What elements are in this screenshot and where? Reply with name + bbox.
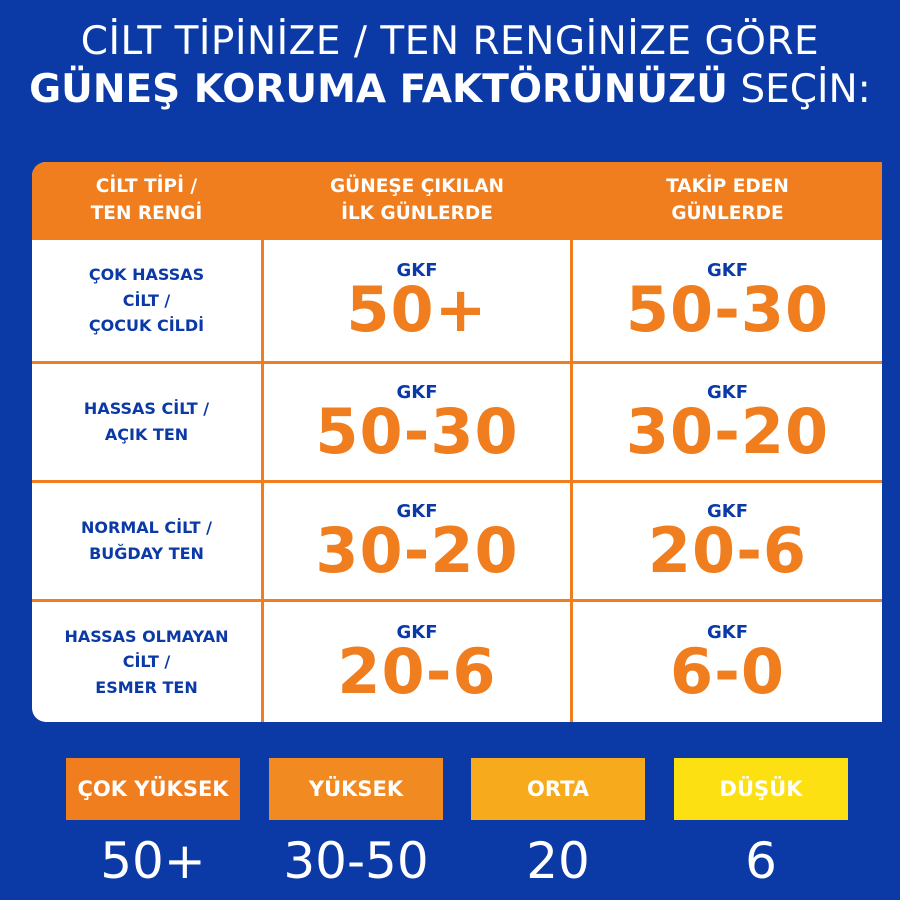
header-skin-type-line-2: TEN RENGİ bbox=[90, 203, 203, 224]
spf-value: 50+ bbox=[346, 273, 488, 346]
spf-value: 20-6 bbox=[337, 634, 497, 708]
row-label-line: ÇOCUK CİLDİ bbox=[88, 316, 205, 336]
legend-very-high: ÇOK YÜKSEK bbox=[66, 758, 240, 820]
gkf-label: GKF bbox=[396, 381, 438, 403]
header-skin-type: CİLT TİPİ / TEN RENGİ bbox=[32, 162, 261, 240]
legend-high-value: 30-50 bbox=[283, 832, 429, 890]
spf-following-days-cell: GKF 30-20 bbox=[573, 364, 882, 480]
spf-first-days-cell: GKF 50-30 bbox=[264, 364, 570, 480]
table-row-label: ÇOK HASSAS CİLT / ÇOCUK CİLDİ bbox=[32, 240, 261, 361]
legend-very-high-value: 50+ bbox=[100, 832, 206, 890]
row-label-line: CİLT / bbox=[122, 290, 171, 310]
column-divider bbox=[261, 162, 264, 722]
row-label-line: BUĞDAY TEN bbox=[89, 544, 204, 563]
row-label-line: NORMAL CİLT / bbox=[81, 518, 212, 538]
header-first-days: GÜNEŞE ÇIKILAN İLK GÜNLERDE bbox=[264, 162, 570, 240]
header-skin-type-line-1: CİLT TİPİ / bbox=[95, 176, 198, 198]
gkf-label: GKF bbox=[396, 500, 438, 522]
header-first-days-line-2: İLK GÜNLERDE bbox=[341, 203, 493, 224]
row-label-line: AÇIK TEN bbox=[104, 425, 189, 444]
header-following-days-line-2: GÜNLERDE bbox=[671, 203, 784, 224]
title-line-2: GÜNEŞ KORUMA FAKTÖRÜNÜZÜ SEÇİN: bbox=[0, 66, 900, 114]
page-title: CİLT TİPİNİZE / TEN RENGİNİZE GÖRE GÜNEŞ… bbox=[0, 18, 900, 113]
row-label-line: ESMER TEN bbox=[95, 677, 198, 697]
header-following-days: TAKİP EDEN GÜNLERDE bbox=[573, 162, 882, 240]
table-row-label: HASSAS CİLT / AÇIK TEN bbox=[32, 364, 261, 480]
row-divider bbox=[32, 361, 882, 364]
spf-table: CİLT TİPİ / TEN RENGİ GÜNEŞE ÇIKILAN İLK… bbox=[32, 162, 882, 722]
row-label-line: ÇOK HASSAS bbox=[88, 265, 205, 285]
gkf-label: GKF bbox=[396, 621, 438, 643]
column-divider bbox=[570, 162, 573, 722]
row-label-line: HASSAS OLMAYAN bbox=[64, 626, 229, 646]
gkf-label: GKF bbox=[706, 381, 749, 403]
gkf-label: GKF bbox=[706, 500, 749, 522]
spf-value: 30-20 bbox=[625, 394, 830, 468]
title-line-2-regular: SEÇİN: bbox=[740, 66, 871, 112]
spf-following-days-cell: GKF 20-6 bbox=[573, 483, 882, 599]
header-following-days-line-1: TAKİP EDEN bbox=[666, 176, 789, 198]
spf-value: 50-30 bbox=[315, 394, 519, 468]
row-divider bbox=[32, 599, 882, 602]
spf-first-days-cell: GKF 30-20 bbox=[264, 483, 570, 599]
gkf-label: GKF bbox=[396, 260, 438, 281]
spf-first-days-cell: GKF 50+ bbox=[264, 240, 570, 361]
spf-following-days-cell: GKF 50-30 bbox=[573, 240, 882, 361]
gkf-label: GKF bbox=[706, 260, 749, 281]
spf-value: 20-6 bbox=[647, 513, 808, 587]
legend-low-value: 6 bbox=[745, 832, 777, 890]
title-line-1: CİLT TİPİNİZE / TEN RENGİNİZE GÖRE bbox=[80, 19, 820, 64]
legend-medium: ORTA bbox=[471, 758, 645, 820]
legend-high: YÜKSEK bbox=[269, 758, 443, 820]
table-row-label: HASSAS OLMAYAN CİLT / ESMER TEN bbox=[32, 602, 261, 722]
table-row-label: NORMAL CİLT / BUĞDAY TEN bbox=[32, 483, 261, 599]
title-line-2-bold: GÜNEŞ KORUMA FAKTÖRÜNÜZÜ bbox=[29, 66, 728, 112]
spf-following-days-cell: GKF 6-0 bbox=[573, 602, 882, 722]
spf-first-days-cell: GKF 20-6 bbox=[264, 602, 570, 722]
spf-value: 50-30 bbox=[625, 273, 830, 346]
header-first-days-line-1: GÜNEŞE ÇIKILAN bbox=[330, 176, 504, 198]
spf-value: 30-20 bbox=[315, 513, 519, 587]
row-divider bbox=[32, 480, 882, 483]
legend-medium-value: 20 bbox=[526, 832, 590, 890]
gkf-label: GKF bbox=[706, 621, 749, 643]
legend-low: DÜŞÜK bbox=[674, 758, 848, 820]
row-label-line: HASSAS CİLT / bbox=[83, 399, 210, 419]
row-label-line: CİLT / bbox=[122, 652, 171, 672]
table-header bbox=[32, 162, 882, 240]
spf-value: 6-0 bbox=[669, 634, 785, 708]
